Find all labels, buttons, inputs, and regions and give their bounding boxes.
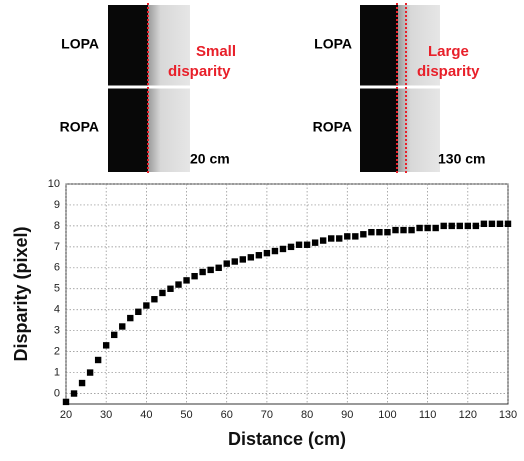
annotation: Large [428, 43, 469, 60]
x-tick-label: 130 [499, 409, 517, 421]
data-point [400, 226, 407, 234]
data-point [167, 285, 174, 292]
distance-label: 20 cm [190, 151, 230, 167]
data-point [263, 249, 271, 257]
data-point [86, 369, 94, 376]
panel-label: LOPA [61, 36, 99, 52]
y-tick-label: 8 [54, 220, 60, 232]
y-tick-label: 0 [54, 387, 60, 399]
annotation: Small [196, 43, 236, 60]
data-point [432, 224, 439, 232]
data-point [62, 398, 70, 406]
data-point [360, 231, 367, 238]
data-point [223, 260, 230, 267]
data-point [159, 289, 166, 297]
data-point [70, 390, 78, 397]
data-point [295, 241, 303, 248]
data-point [239, 256, 246, 263]
data-point [352, 233, 359, 240]
data-point [199, 268, 206, 276]
data-point [175, 281, 182, 288]
data-point [480, 220, 488, 228]
x-tick-label: 70 [261, 409, 273, 421]
data-point [416, 224, 423, 232]
data-point [231, 258, 238, 265]
data-point [183, 277, 190, 284]
data-point [336, 235, 343, 242]
annotation: disparity [417, 63, 480, 80]
y-tick-label: 7 [54, 241, 60, 253]
y-tick-label: 3 [54, 325, 60, 337]
data-point [247, 254, 255, 261]
x-axis-title: Distance (cm) [228, 429, 346, 449]
data-point [319, 237, 327, 244]
data-point [440, 222, 447, 230]
y-tick-label: 10 [48, 178, 60, 190]
y-axis-title: Disparity (pixel) [11, 226, 31, 361]
x-tick-label: 50 [180, 409, 192, 421]
data-point [344, 233, 351, 240]
y-tick-label: 4 [54, 304, 60, 316]
x-tick-label: 60 [221, 409, 233, 421]
data-point [215, 264, 222, 272]
data-point [472, 222, 480, 230]
data-point [376, 228, 383, 236]
distance-label: 130 cm [438, 151, 485, 167]
data-point [303, 241, 311, 248]
x-tick-label: 80 [301, 409, 313, 421]
y-tick-label: 6 [54, 262, 60, 274]
x-tick-label: 120 [459, 409, 477, 421]
panel-label: ROPA [313, 119, 352, 135]
panel-label: ROPA [60, 119, 99, 135]
data-point [143, 302, 150, 309]
data-point [78, 379, 86, 387]
data-point [151, 296, 158, 303]
data-point [504, 220, 512, 228]
x-tick-label: 110 [419, 409, 437, 421]
data-point [287, 243, 295, 251]
x-tick-label: 30 [100, 409, 112, 421]
data-point [408, 226, 415, 234]
data-point [464, 222, 472, 230]
y-tick-label: 1 [54, 366, 60, 378]
image-panel: LOPA ROPA Small disparity 20 cm [60, 3, 236, 174]
plot-frame [65, 183, 509, 405]
data-point [368, 228, 375, 236]
data-point [102, 342, 110, 349]
data-point [384, 228, 391, 236]
data-point [94, 356, 102, 364]
data-point [488, 220, 496, 228]
data-point [191, 272, 198, 280]
y-tick-label: 5 [54, 283, 60, 295]
data-point [119, 323, 126, 330]
data-point [496, 220, 504, 228]
data-point [456, 222, 463, 230]
data-point [311, 239, 319, 246]
x-tick-label: 90 [341, 409, 353, 421]
y-tick-label: 2 [54, 346, 60, 358]
y-tick-label: 9 [54, 199, 60, 211]
data-point [279, 245, 287, 253]
data-point [207, 266, 214, 274]
data-point [424, 224, 431, 232]
annotation: disparity [168, 63, 231, 80]
data-point [255, 252, 263, 259]
data-point [127, 314, 134, 322]
x-tick-label: 100 [378, 409, 396, 421]
x-tick-label: 40 [140, 409, 152, 421]
x-tick-label: 20 [60, 409, 72, 421]
data-point [135, 308, 142, 316]
panel-label: LOPA [314, 36, 352, 52]
data-point [448, 222, 455, 230]
data-point [328, 235, 335, 242]
data-point [271, 247, 279, 255]
data-point [111, 331, 118, 339]
data-point [392, 226, 399, 234]
image-panel: LOPA ROPA Large disparity 130 cm [313, 3, 485, 174]
